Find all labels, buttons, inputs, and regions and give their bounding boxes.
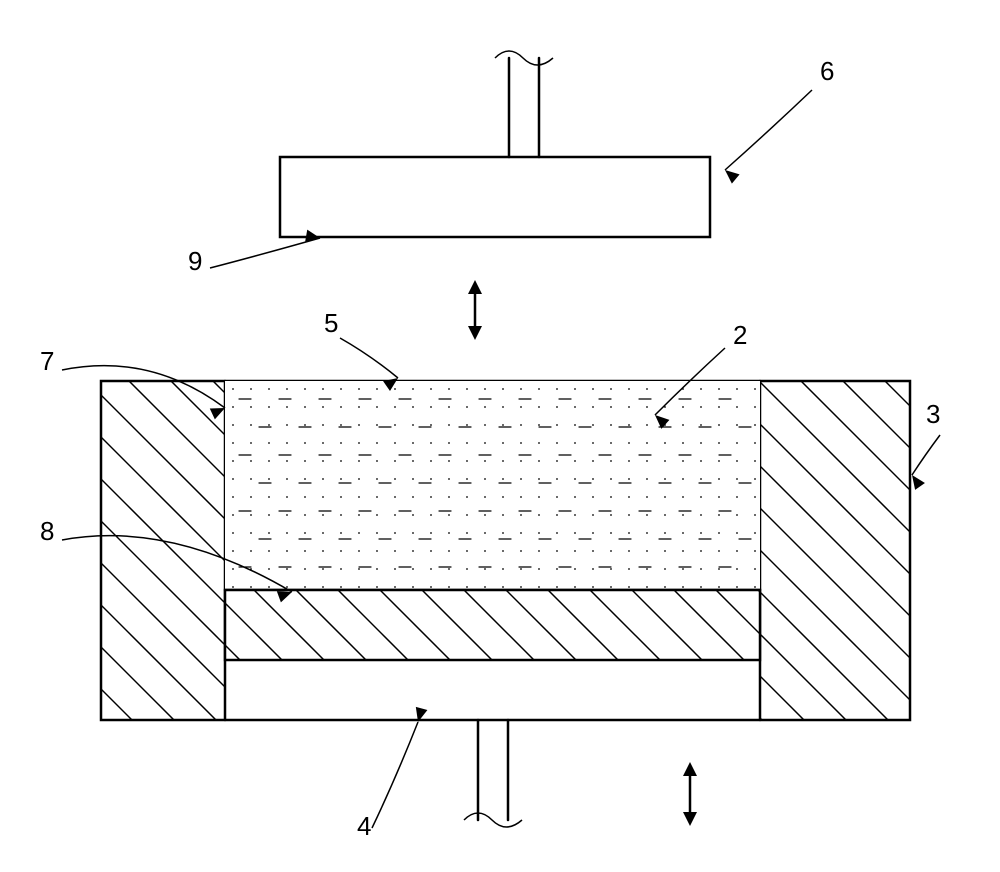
- ref-label-7: 7: [40, 346, 54, 376]
- leader: [340, 338, 398, 378]
- ref-label-5: 5: [324, 308, 338, 338]
- leader: [912, 435, 940, 475]
- press-diagram: 2 3 4 5 6 7 8 9: [0, 0, 1000, 872]
- powder-fill: [225, 381, 760, 590]
- leader: [725, 90, 812, 170]
- ref-label-2: 2: [733, 320, 747, 350]
- leader: [372, 722, 418, 828]
- ref-label-8: 8: [40, 516, 54, 546]
- ref-label-9: 9: [188, 246, 202, 276]
- ref-label-6: 6: [820, 56, 834, 86]
- leader: [210, 238, 320, 268]
- ref-label-3: 3: [926, 399, 940, 429]
- ref-label-4: 4: [357, 811, 371, 841]
